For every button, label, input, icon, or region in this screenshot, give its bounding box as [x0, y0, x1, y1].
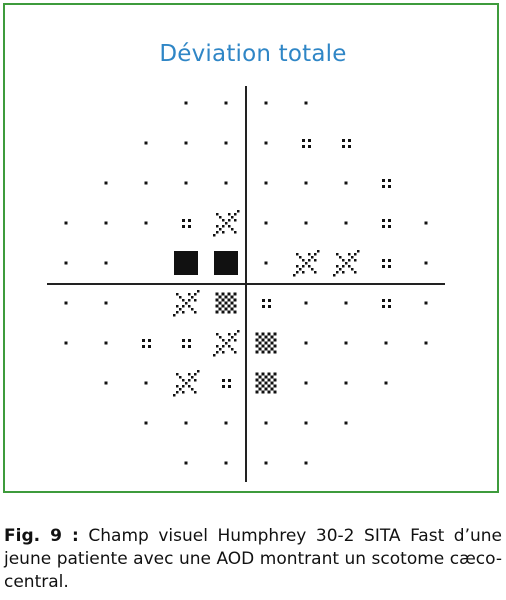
dot-symbol	[384, 341, 388, 345]
dot-symbol	[144, 421, 148, 425]
dot-symbol	[144, 181, 148, 185]
four-dot-symbol	[182, 339, 191, 348]
caption-text: Champ visuel Humphrey 30-2 SITA Fast d’u…	[4, 526, 502, 592]
dot-symbol	[304, 301, 308, 305]
dot-symbol	[344, 341, 348, 345]
four-dot-symbol	[222, 379, 231, 388]
dot-symbol	[424, 221, 428, 225]
four-dot-symbol	[382, 219, 391, 228]
dot-symbol	[64, 341, 68, 345]
four-dot-symbol	[382, 259, 391, 268]
dot-symbol	[224, 101, 228, 105]
hatch-symbol	[173, 290, 200, 317]
solid-square-symbol	[174, 251, 198, 275]
dot-symbol	[104, 181, 108, 185]
dot-symbol	[344, 421, 348, 425]
dot-symbol	[264, 101, 268, 105]
dot-symbol	[264, 221, 268, 225]
dot-symbol	[104, 221, 108, 225]
figure-title: Déviation totale	[159, 41, 347, 67]
dot-symbol	[304, 461, 308, 465]
dot-symbol	[304, 341, 308, 345]
dot-symbol	[184, 181, 188, 185]
dot-symbol	[104, 261, 108, 265]
dot-symbol	[344, 221, 348, 225]
four-dot-symbol	[382, 299, 391, 308]
dot-symbol	[264, 261, 268, 265]
dot-symbol	[184, 101, 188, 105]
dot-symbol	[144, 381, 148, 385]
four-dot-symbol	[382, 179, 391, 188]
dot-symbol	[304, 421, 308, 425]
dot-symbol	[224, 421, 228, 425]
dot-symbol	[144, 221, 148, 225]
dot-symbol	[104, 341, 108, 345]
dot-symbol	[344, 181, 348, 185]
hatch-symbol	[213, 330, 240, 357]
caption-label: Fig. 9 :	[4, 526, 79, 546]
solid-square-symbol	[214, 251, 238, 275]
dot-symbol	[64, 301, 68, 305]
hatch-symbol	[213, 210, 240, 237]
dot-symbol	[224, 181, 228, 185]
dot-symbol	[304, 181, 308, 185]
checker-symbol	[215, 292, 237, 314]
dot-symbol	[304, 221, 308, 225]
dot-symbol	[184, 461, 188, 465]
dot-symbol	[384, 381, 388, 385]
dot-symbol	[184, 421, 188, 425]
dot-symbol	[304, 381, 308, 385]
dot-symbol	[264, 181, 268, 185]
hatch-symbol	[173, 370, 200, 397]
dot-symbol	[104, 381, 108, 385]
hatch-symbol	[333, 250, 360, 277]
dot-symbol	[424, 301, 428, 305]
visual-field-plot	[47, 86, 445, 482]
figure-frame	[3, 3, 499, 493]
dot-symbol	[224, 461, 228, 465]
dot-symbol	[184, 141, 188, 145]
figure-caption: Fig. 9 : Champ visuel Humphrey 30-2 SITA…	[4, 525, 502, 594]
four-dot-symbol	[302, 139, 311, 148]
four-dot-symbol	[262, 299, 271, 308]
dot-symbol	[344, 381, 348, 385]
dot-symbol	[424, 261, 428, 265]
dot-symbol	[224, 141, 228, 145]
dot-symbol	[104, 301, 108, 305]
checker-symbol	[255, 372, 277, 394]
four-dot-symbol	[182, 219, 191, 228]
dot-symbol	[264, 421, 268, 425]
dot-symbol	[424, 341, 428, 345]
dot-symbol	[64, 221, 68, 225]
dot-symbol	[144, 141, 148, 145]
dot-symbol	[304, 101, 308, 105]
four-dot-symbol	[142, 339, 151, 348]
symbol-grid	[64, 101, 428, 465]
dot-symbol	[344, 301, 348, 305]
dot-symbol	[264, 461, 268, 465]
dot-symbol	[64, 261, 68, 265]
hatch-symbol	[293, 250, 320, 277]
dot-symbol	[264, 141, 268, 145]
checker-symbol	[255, 332, 277, 354]
four-dot-symbol	[342, 139, 351, 148]
